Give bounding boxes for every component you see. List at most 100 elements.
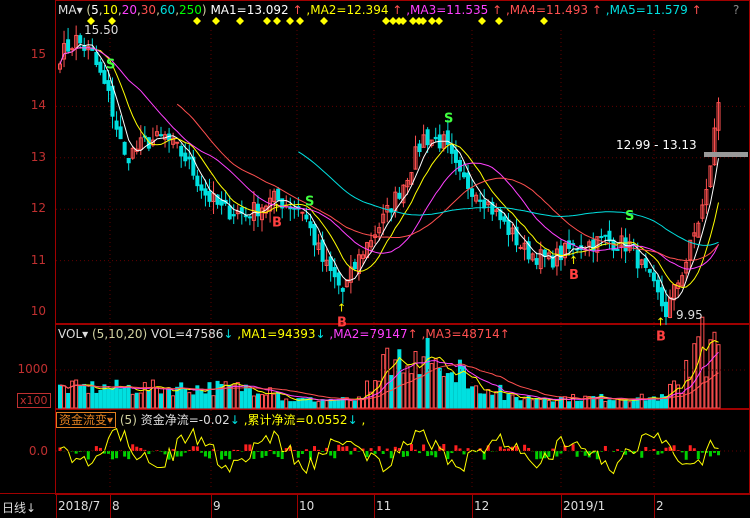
- period-selector[interactable]: 日线↓: [2, 499, 36, 516]
- ma-line-2: [59, 47, 719, 289]
- event-diamond-icon: [382, 17, 390, 25]
- volume-bar: [90, 381, 95, 409]
- fund-bar: [700, 451, 704, 453]
- volume-bar: [231, 384, 236, 409]
- candle-body: [692, 232, 697, 237]
- fund-header: 资金流变▾ (5) 资金净流=-0.02↓ ,累计净流=0.0552↓ ,: [56, 411, 365, 428]
- fund-bar: [628, 451, 632, 452]
- volume-bar: [429, 363, 434, 409]
- candle-body: [203, 188, 208, 196]
- candle-body: [78, 35, 83, 44]
- fund-bar: [143, 449, 147, 451]
- fund-bar: [292, 450, 296, 451]
- fund-bar: [442, 444, 446, 451]
- fund-bar: [329, 451, 333, 456]
- ma-indicator-dropdown[interactable]: MA▾: [58, 3, 83, 17]
- volume-bar: [102, 384, 107, 409]
- fund-bar: [268, 450, 272, 451]
- volume-bar: [98, 389, 103, 409]
- fund-bar: [228, 451, 232, 460]
- fund-bar: [191, 446, 195, 451]
- volume-ma-line: [59, 363, 719, 401]
- fund-bar: [74, 451, 78, 454]
- fund-bar: [203, 451, 207, 457]
- volume-bar: [175, 386, 180, 409]
- period-label: 日线: [2, 501, 27, 515]
- event-diamond-icon: [540, 17, 548, 25]
- candle-body: [320, 239, 325, 262]
- candle-body: [716, 102, 721, 131]
- fund-bar: [220, 451, 224, 460]
- fund-bar: [527, 447, 531, 451]
- volume-bar: [490, 394, 495, 409]
- candle-body: [655, 279, 660, 293]
- volume-bar: [385, 347, 390, 409]
- fund-bar: [337, 444, 341, 451]
- vol-indicator-dropdown[interactable]: VOL▾: [58, 327, 89, 341]
- fund-bar: [616, 449, 620, 451]
- fund-bar: [195, 446, 199, 451]
- volume-bar: [304, 398, 309, 409]
- fund-bar: [244, 444, 248, 451]
- candle-body: [688, 239, 693, 261]
- fund-bar: [304, 449, 308, 451]
- volume-bar: [82, 383, 87, 409]
- fund-bar: [139, 448, 143, 451]
- volume-bar: [268, 387, 273, 409]
- candle-body: [522, 242, 527, 250]
- fund-indicator-dropdown[interactable]: 资金流变▾: [56, 412, 117, 428]
- fund-bar: [183, 451, 187, 453]
- fund-bar: [313, 446, 317, 451]
- vol-params: (5,10,20): [92, 327, 148, 341]
- volume-bar: [195, 385, 200, 409]
- fund-bar: [365, 451, 369, 457]
- volume-bar: [655, 400, 660, 409]
- volume-bar: [550, 401, 555, 409]
- date-label: 11: [376, 499, 392, 513]
- candle-body: [482, 199, 487, 209]
- fund-bar: [454, 445, 458, 451]
- volume-bar: [571, 393, 576, 409]
- volume-bar: [603, 401, 608, 409]
- candle-body: [183, 152, 188, 162]
- fund-bar: [624, 451, 628, 455]
- fund-bar: [583, 451, 587, 456]
- volume-bar: [183, 388, 188, 409]
- candle-body: [340, 288, 345, 292]
- price-y-tick: 12: [30, 201, 46, 216]
- candle-body: [474, 194, 479, 202]
- ma-line-4: [176, 103, 719, 262]
- candle-body: [94, 51, 99, 66]
- volume-bar: [94, 392, 99, 409]
- vol-ma3: ,MA3=48714: [421, 327, 500, 341]
- event-diamond-icon: [87, 17, 95, 25]
- candle-body: [587, 241, 592, 247]
- fund-bar: [551, 448, 555, 451]
- fund-bar: [409, 444, 413, 451]
- volume-bar: [514, 397, 519, 409]
- fund-bar: [535, 451, 539, 460]
- fund-bar: [325, 447, 329, 451]
- event-diamond-icon: [286, 17, 294, 25]
- ma-param: 10: [102, 3, 118, 17]
- buy-arrow-icon: ↑: [272, 201, 281, 214]
- buy-signal: B: [337, 315, 347, 330]
- candle-body: [647, 269, 652, 273]
- help-button[interactable]: ?: [733, 3, 740, 17]
- fund-bar: [252, 451, 256, 459]
- fund-bar: [684, 451, 688, 460]
- candle-body: [558, 245, 563, 261]
- fund-bar: [559, 451, 563, 454]
- volume-bar: [486, 389, 491, 409]
- volume-bar: [247, 388, 252, 409]
- fund-bar: [543, 451, 547, 459]
- fund-bar: [187, 449, 191, 451]
- volume-bar: [530, 399, 535, 409]
- volume-bar: [583, 395, 588, 409]
- event-diamond-icon: [409, 17, 417, 25]
- ma-value: MA1=13.092: [210, 3, 289, 17]
- ma-value: ,MA3=11.535: [406, 3, 489, 17]
- candle-body: [260, 207, 264, 221]
- fund-bar: [179, 451, 183, 457]
